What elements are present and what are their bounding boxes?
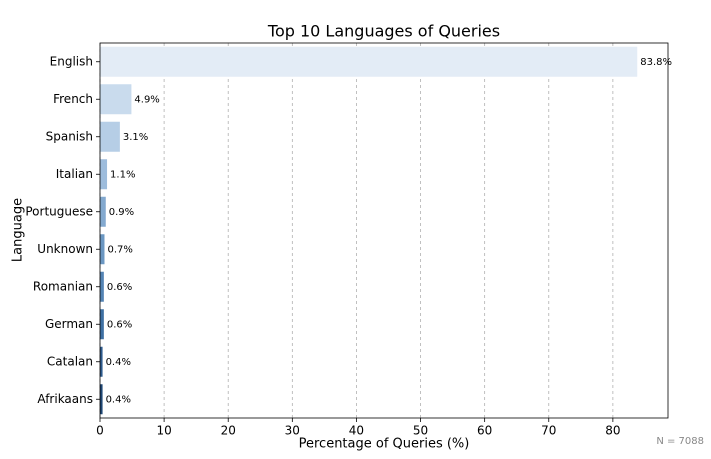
bar bbox=[100, 121, 120, 152]
bar bbox=[100, 196, 106, 227]
value-label: 1.1% bbox=[110, 169, 135, 180]
y-tick-label: Afrikaans bbox=[37, 392, 93, 406]
bar bbox=[100, 159, 108, 190]
y-tick-label: Spanish bbox=[46, 129, 93, 143]
x-tick-label: 20 bbox=[221, 424, 236, 438]
bar bbox=[100, 346, 103, 377]
value-label: 0.6% bbox=[107, 319, 132, 330]
value-label: 3.1% bbox=[123, 132, 148, 143]
x-axis-label: Percentage of Queries (%) bbox=[299, 437, 470, 452]
x-tick-label: 80 bbox=[605, 424, 620, 438]
x-tick-label: 70 bbox=[541, 424, 556, 438]
bar bbox=[100, 46, 638, 77]
sample-size-note: N = 7088 bbox=[656, 436, 704, 447]
x-tick-label: 50 bbox=[413, 424, 428, 438]
y-tick-label: French bbox=[53, 92, 93, 106]
y-tick-label: Unknown bbox=[37, 242, 93, 256]
value-label: 0.4% bbox=[106, 394, 131, 405]
value-label: 0.4% bbox=[106, 357, 131, 368]
y-tick-label: German bbox=[45, 317, 93, 331]
value-label: 83.8% bbox=[640, 57, 672, 68]
bar bbox=[100, 384, 103, 415]
bar bbox=[100, 84, 132, 115]
bar bbox=[100, 271, 104, 302]
y-tick-label: English bbox=[50, 54, 93, 68]
x-tick-label: 40 bbox=[349, 424, 364, 438]
value-label: 0.6% bbox=[107, 282, 132, 293]
value-label: 4.9% bbox=[134, 94, 159, 105]
y-tick-label: Portuguese bbox=[25, 204, 93, 218]
y-tick-label: Catalan bbox=[47, 354, 93, 368]
y-tick-label: Romanian bbox=[33, 279, 93, 293]
y-tick-label: Italian bbox=[56, 167, 93, 181]
x-tick-label: 60 bbox=[477, 424, 492, 438]
bar bbox=[100, 234, 105, 265]
bar bbox=[100, 309, 104, 340]
chart-title: Top 10 Languages of Queries bbox=[267, 22, 500, 41]
y-axis-label: Language bbox=[11, 198, 26, 262]
value-label: 0.7% bbox=[107, 244, 132, 255]
x-tick-label: 10 bbox=[156, 424, 171, 438]
x-tick-label: 30 bbox=[285, 424, 300, 438]
plot-frame bbox=[99, 42, 669, 419]
value-label: 0.9% bbox=[109, 207, 134, 218]
x-tick-label: 0 bbox=[96, 424, 104, 438]
